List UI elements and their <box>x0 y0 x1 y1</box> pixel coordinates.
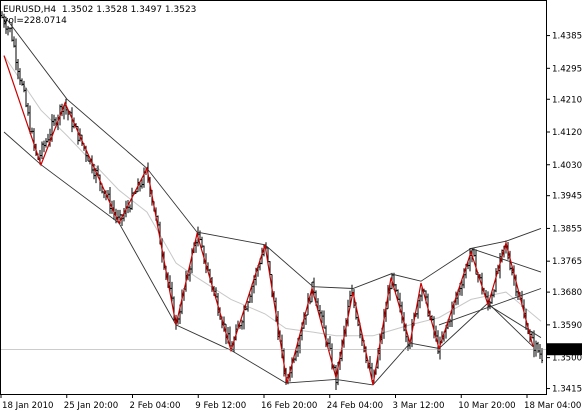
x-tick-label: 16 Feb 20:00 <box>261 401 317 411</box>
ohlc-bar <box>431 315 433 321</box>
ohlc-bars-layer <box>1 11 543 391</box>
ohlc-bar <box>195 239 197 253</box>
y-tick-label: 1.3855 <box>552 224 582 234</box>
channel-line <box>438 288 542 326</box>
ohlc-bar <box>49 128 51 147</box>
ohlc-bar <box>189 265 191 282</box>
ohlc-bar <box>45 138 47 148</box>
time-axis[interactable]: 18 Jan 2010 25 Jan 20:00 2 Feb 04:00 9 Feb … <box>0 394 581 411</box>
ohlc-bar <box>199 230 201 241</box>
ohlc-bar <box>541 348 543 364</box>
ohlc-bar <box>535 340 537 357</box>
ohlc-bar <box>17 58 19 80</box>
price-axis[interactable]: 1.4385 1.4295 1.4210 1.4120 1.4030 1.3945 1.38… <box>546 32 582 395</box>
y-tick-label: 1.3945 <box>552 192 582 202</box>
last-price-marker: 1.3523 <box>1 343 582 356</box>
zigzag-line <box>3 55 534 386</box>
ohlc-bar <box>77 126 79 145</box>
plot-frame <box>0 0 547 395</box>
ohlc-bar <box>141 178 143 189</box>
ohlc-bar <box>103 191 105 199</box>
y-tick-label: 1.3680 <box>552 288 582 298</box>
x-tick-label: 25 Jan 20:00 <box>64 401 118 411</box>
ohlc-bar <box>323 310 325 329</box>
ohlc-bar <box>235 324 237 341</box>
ohlc-bar <box>43 140 45 153</box>
x-tick-label: 18 Jan 2010 <box>2 401 54 411</box>
ohlc-bar <box>329 336 331 351</box>
ohlc-bar <box>321 310 323 324</box>
symbol-label: EURUSD,H4 <box>3 5 57 15</box>
ohlc-bar <box>495 268 497 293</box>
channel-line <box>470 247 542 273</box>
ohlc-bar <box>395 284 397 293</box>
ohlc-bar <box>53 114 55 126</box>
y-tick-label: 1.4210 <box>552 95 582 105</box>
chart-header: EURUSD,H4 1.3502 1.3528 1.3497 1.3523 <box>3 5 196 15</box>
y-tick-label: 1.3500 <box>552 354 582 364</box>
ohlc-bar <box>27 103 29 116</box>
ohlc-bar <box>5 16 7 34</box>
ohlc-bar <box>539 343 541 359</box>
ohlc-bar <box>1 11 3 19</box>
ohlc-bar <box>25 87 27 108</box>
ohlc-bar <box>249 293 251 303</box>
ohlc-bar <box>475 249 477 275</box>
channel-line <box>3 131 534 386</box>
last-price-label: 1.3523 <box>551 345 581 355</box>
ohlc-bar <box>171 281 173 302</box>
zigzag-layer <box>3 55 534 386</box>
ohlc-bar <box>241 319 243 330</box>
y-tick-label: 1.4030 <box>552 161 582 171</box>
y-tick-label: 1.3590 <box>552 321 582 331</box>
ohlc-bar <box>419 294 421 309</box>
ohlc-bar <box>215 287 217 298</box>
ohlc-bar <box>537 341 539 353</box>
ohlc-bar <box>109 187 111 214</box>
ohlc-bar <box>19 68 21 86</box>
ohlc-bar <box>449 318 451 327</box>
volume-label: vol=228.0714 <box>3 16 67 26</box>
x-tick-label: 3 Mar 12:00 <box>393 401 445 411</box>
channel-line <box>487 304 542 338</box>
ohlc-bar <box>9 27 11 33</box>
ohlc-bar <box>245 306 247 311</box>
ohlc-bar <box>201 236 203 249</box>
ohlc-bar <box>129 204 131 213</box>
ohlc-bar <box>397 289 399 301</box>
ohlc-values: 1.3502 1.3528 1.3497 1.3523 <box>61 5 197 15</box>
x-tick-label: 10 Mar 20:00 <box>458 401 515 411</box>
ohlc-bar <box>533 330 535 358</box>
ohlc-bar <box>247 300 249 312</box>
ohlc-bar <box>143 167 145 188</box>
channel-lines-layer <box>3 15 542 386</box>
ohlc-bar <box>23 80 25 93</box>
x-tick-label: 24 Feb 04:00 <box>327 401 383 411</box>
ohlc-bar <box>493 289 495 298</box>
ohlc-bar <box>461 278 463 296</box>
y-tick-label: 1.4295 <box>552 64 582 74</box>
ohlc-bar <box>437 330 439 355</box>
y-tick-label: 1.3765 <box>552 257 582 267</box>
ohlc-bar <box>13 36 15 48</box>
ohlc-bar <box>427 293 429 317</box>
y-tick-label: 1.4385 <box>552 32 582 42</box>
last-price-box <box>547 343 582 356</box>
y-tick-label: 1.4120 <box>552 128 582 138</box>
ohlc-bar <box>21 78 23 86</box>
ohlc-bar <box>169 275 171 292</box>
ohlc-bar <box>305 314 307 325</box>
ohlc-bar <box>47 133 49 143</box>
x-tick-label: 2 Feb 04:00 <box>130 401 181 411</box>
ohlc-bar <box>31 127 33 134</box>
ohlc-bar <box>15 38 17 71</box>
y-tick-label: 1.3415 <box>552 385 582 395</box>
ohlc-bar <box>41 141 43 160</box>
x-tick-label: 18 Mar 04:00 <box>524 401 581 411</box>
channel-line <box>3 15 542 289</box>
x-tick-label: 9 Feb 12:00 <box>195 401 246 411</box>
ohlc-bar <box>7 25 9 36</box>
